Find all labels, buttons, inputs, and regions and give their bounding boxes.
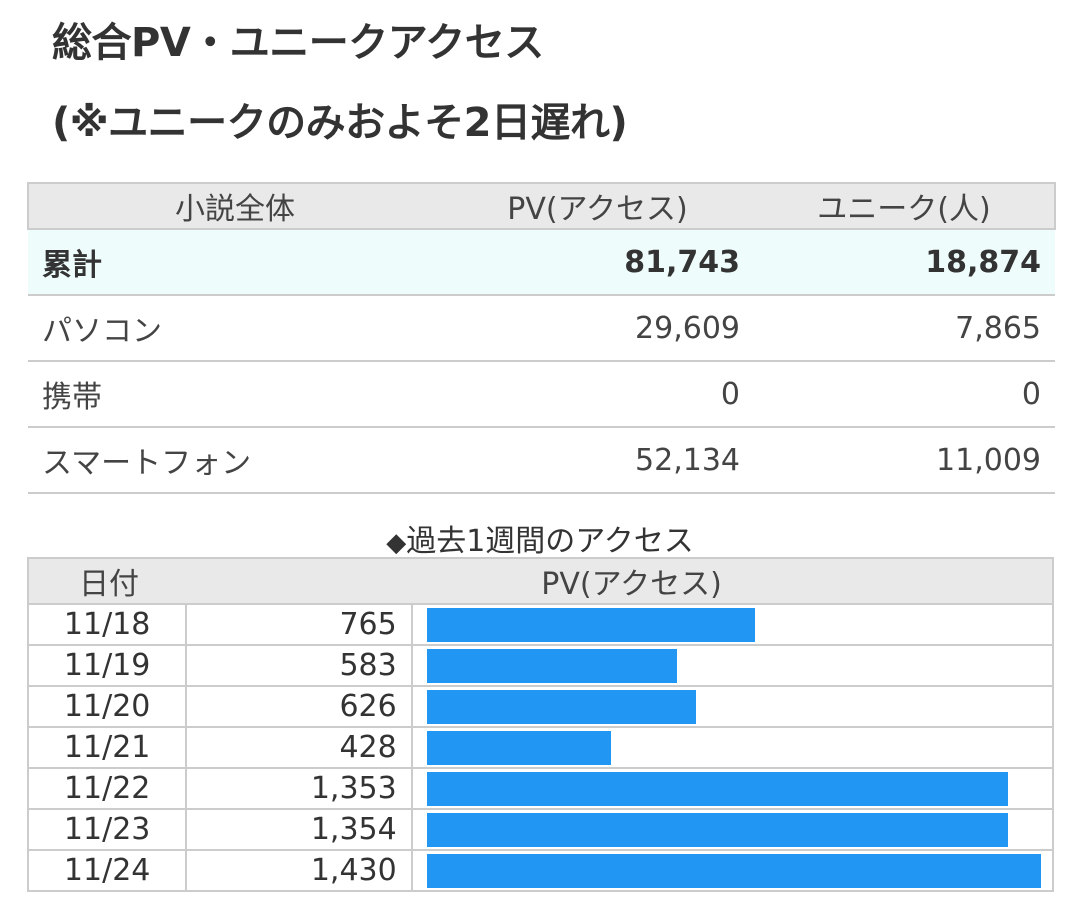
summary-pv: 0 (441, 361, 754, 428)
summary-pv: 81,743 (441, 229, 754, 296)
weekly-row: 11/22 1,353 (28, 768, 1053, 810)
weekly-date-label: 11/18 (28, 604, 188, 646)
weekly-header-pv: PV(アクセス) (186, 558, 1053, 605)
summary-row-mobile: 携帯 0 0 (28, 361, 1055, 428)
weekly-bar-cell (411, 604, 1053, 646)
weekly-title-text: 過去1週間のアクセス (406, 524, 694, 559)
weekly-pv-value: 1,430 (186, 850, 413, 892)
summary-unique: 18,874 (754, 229, 1055, 296)
weekly-pv-value: 765 (186, 604, 413, 646)
weekly-header-row: 日付 PV(アクセス) (28, 558, 1053, 605)
weekly-bar-cell (411, 809, 1053, 851)
weekly-row: 11/20 626 (28, 686, 1053, 728)
weekly-pv-value: 428 (186, 727, 413, 769)
summary-unique: 7,865 (754, 295, 1055, 362)
summary-label: スマートフォン (28, 427, 441, 494)
summary-row-total: 累計 81,743 18,874 (28, 229, 1055, 296)
weekly-pv-value: 583 (186, 645, 413, 687)
weekly-pv-bar (426, 730, 611, 765)
weekly-pv-bar (426, 812, 1008, 847)
weekly-date-label: 11/20 (28, 686, 188, 728)
weekly-access-table: 日付 PV(アクセス) 11/18 765 11/19 583 11/20 626 11/2… (27, 557, 1054, 892)
weekly-header-date: 日付 (28, 558, 187, 605)
summary-header-row: 小説全体 PV(アクセス) ユニーク(人) (27, 182, 1056, 230)
summary-header-pv: PV(アクセス) (441, 182, 754, 230)
weekly-pv-value: 1,353 (186, 768, 413, 810)
summary-label: 携帯 (28, 361, 441, 428)
weekly-title: ◆過去1週間のアクセス (0, 516, 1080, 560)
weekly-body: 11/18 765 11/19 583 11/20 626 11/21 428 11/22 1,3… (28, 604, 1053, 892)
page-subtitle-note: (※ユニークのみおよそ2日遅れ) (52, 100, 628, 146)
weekly-date-label: 11/21 (28, 727, 188, 769)
summary-pv: 52,134 (441, 427, 754, 494)
weekly-bar-cell (411, 727, 1053, 769)
weekly-pv-value: 1,354 (186, 809, 413, 851)
summary-row-smartphone: スマートフォン 52,134 11,009 (28, 427, 1055, 494)
diamond-icon: ◆ (386, 528, 407, 558)
summary-table: 小説全体 PV(アクセス) ユニーク(人) 累計 81,743 18,874 パ… (27, 182, 1056, 494)
weekly-pv-bar (426, 771, 1008, 806)
summary-unique: 11,009 (754, 427, 1055, 494)
weekly-pv-bar (426, 689, 696, 724)
weekly-row: 11/24 1,430 (28, 850, 1053, 892)
weekly-date-label: 11/22 (28, 768, 188, 810)
summary-pv: 29,609 (441, 295, 754, 362)
summary-unique: 0 (754, 361, 1055, 428)
summary-row-pc: パソコン 29,609 7,865 (28, 295, 1055, 362)
page-title: 総合PV・ユニークアクセス (52, 20, 544, 66)
weekly-date-label: 11/19 (28, 645, 188, 687)
weekly-bar-cell (411, 645, 1053, 687)
weekly-date-label: 11/24 (28, 850, 188, 892)
weekly-bar-cell (411, 686, 1053, 728)
weekly-bar-cell (411, 768, 1053, 810)
weekly-pv-bar (426, 853, 1041, 888)
weekly-row: 11/19 583 (28, 645, 1053, 687)
weekly-pv-bar (426, 648, 677, 683)
weekly-pv-bar (426, 607, 755, 642)
weekly-pv-value: 626 (186, 686, 413, 728)
weekly-row: 11/23 1,354 (28, 809, 1053, 851)
weekly-row: 11/18 765 (28, 604, 1053, 646)
summary-header-novel: 小説全体 (27, 182, 441, 230)
weekly-date-label: 11/23 (28, 809, 188, 851)
weekly-bar-cell (411, 850, 1053, 892)
summary-header-unique: ユニーク(人) (754, 182, 1056, 230)
weekly-row: 11/21 428 (28, 727, 1053, 769)
summary-label: パソコン (28, 295, 441, 362)
summary-label: 累計 (28, 229, 441, 296)
